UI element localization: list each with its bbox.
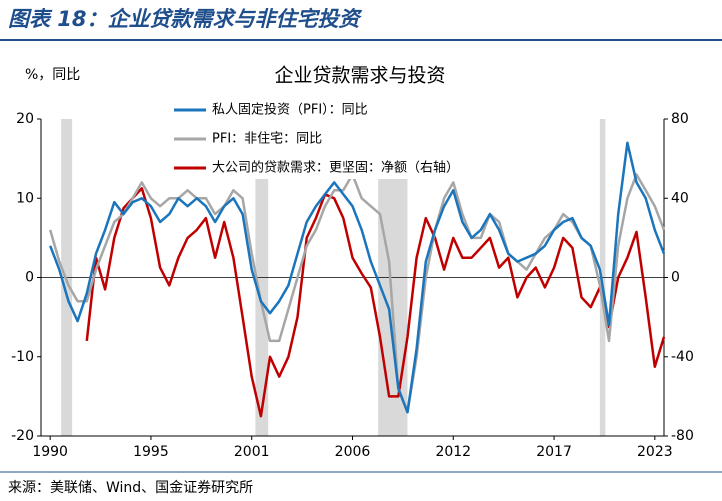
x-tick-label: 1995 [133,444,169,460]
y-tick-label: 20 [16,111,34,127]
series-line [85,187,666,418]
series-line [48,173,666,414]
chart-title: 企业贷款需求与投资 [274,65,445,87]
y2-tick-label: 80 [671,111,689,127]
y2-tick-label: -40 [671,349,694,365]
legend-box [168,97,468,179]
y2-tick-label: 40 [671,190,689,206]
header: 图表 18：企业贷款需求与非住宅投资 [8,7,363,31]
series-line [49,141,666,414]
y-axis-label: %，同比 [25,67,80,83]
y-tick-label: -10 [11,349,34,365]
y-tick-label: -20 [11,428,34,444]
y-tick-label: 0 [25,270,34,286]
y-tick-label: 10 [16,190,34,206]
x-tick-label: 2006 [335,444,371,460]
legend-label: 大公司的贷款需求：更坚固：净额（右轴） [212,160,459,176]
x-tick-label: 2001 [234,444,270,460]
source: 来源：美联储、Wind、国金证券研究所 [8,480,253,496]
x-tick-label: 2023 [637,444,673,460]
y2-tick-label: 0 [671,270,680,286]
x-tick-label: 2017 [536,444,572,460]
legend-label: 私人固定投资（PFI）：同比 [212,102,368,118]
x-tick-label: 1990 [32,444,68,460]
y2-tick-label: -80 [671,428,694,444]
legend-label: PFI：非住宅：同比 [212,132,322,147]
x-tick-label: 2012 [435,444,471,460]
